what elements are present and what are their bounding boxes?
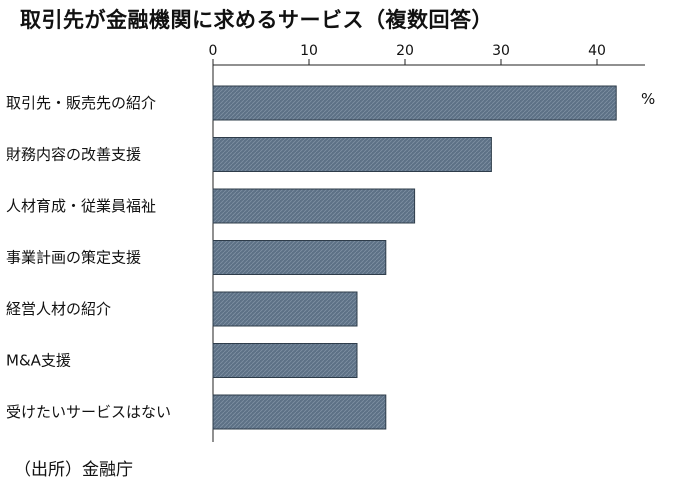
category-label: 受けたいサービスはない xyxy=(6,403,171,421)
category-label: 財務内容の改善支援 xyxy=(6,146,141,164)
category-label: 経営人材の紹介 xyxy=(6,300,111,318)
bar xyxy=(212,343,358,378)
source-note: （出所）金融庁 xyxy=(14,460,133,480)
category-label: 取引先・販売先の紹介 xyxy=(6,94,156,112)
bar xyxy=(212,188,416,224)
chart-title: 取引先が金融機関に求めるサービス（複数回答） xyxy=(20,8,493,32)
category-label: 事業計画の策定支援 xyxy=(6,249,141,267)
x-tick-label: 40 xyxy=(588,43,606,59)
category-label: 人材育成・従業員福祉 xyxy=(6,197,156,215)
category-label: M&A支援 xyxy=(6,352,71,370)
x-tick-label: 0 xyxy=(209,43,218,59)
bar xyxy=(212,137,492,172)
x-tick-label: 10 xyxy=(300,43,318,59)
bar xyxy=(212,85,617,121)
bar xyxy=(212,240,387,275)
bar xyxy=(212,394,387,430)
category-labels: 取引先・販売先の紹介財務内容の改善支援人材育成・従業員福祉事業計画の策定支援経営… xyxy=(6,94,171,421)
bars xyxy=(212,85,617,430)
bar xyxy=(212,291,358,327)
unit-label: % xyxy=(641,90,655,108)
x-tick-label: 30 xyxy=(492,43,510,59)
x-tick-label: 20 xyxy=(396,43,414,59)
